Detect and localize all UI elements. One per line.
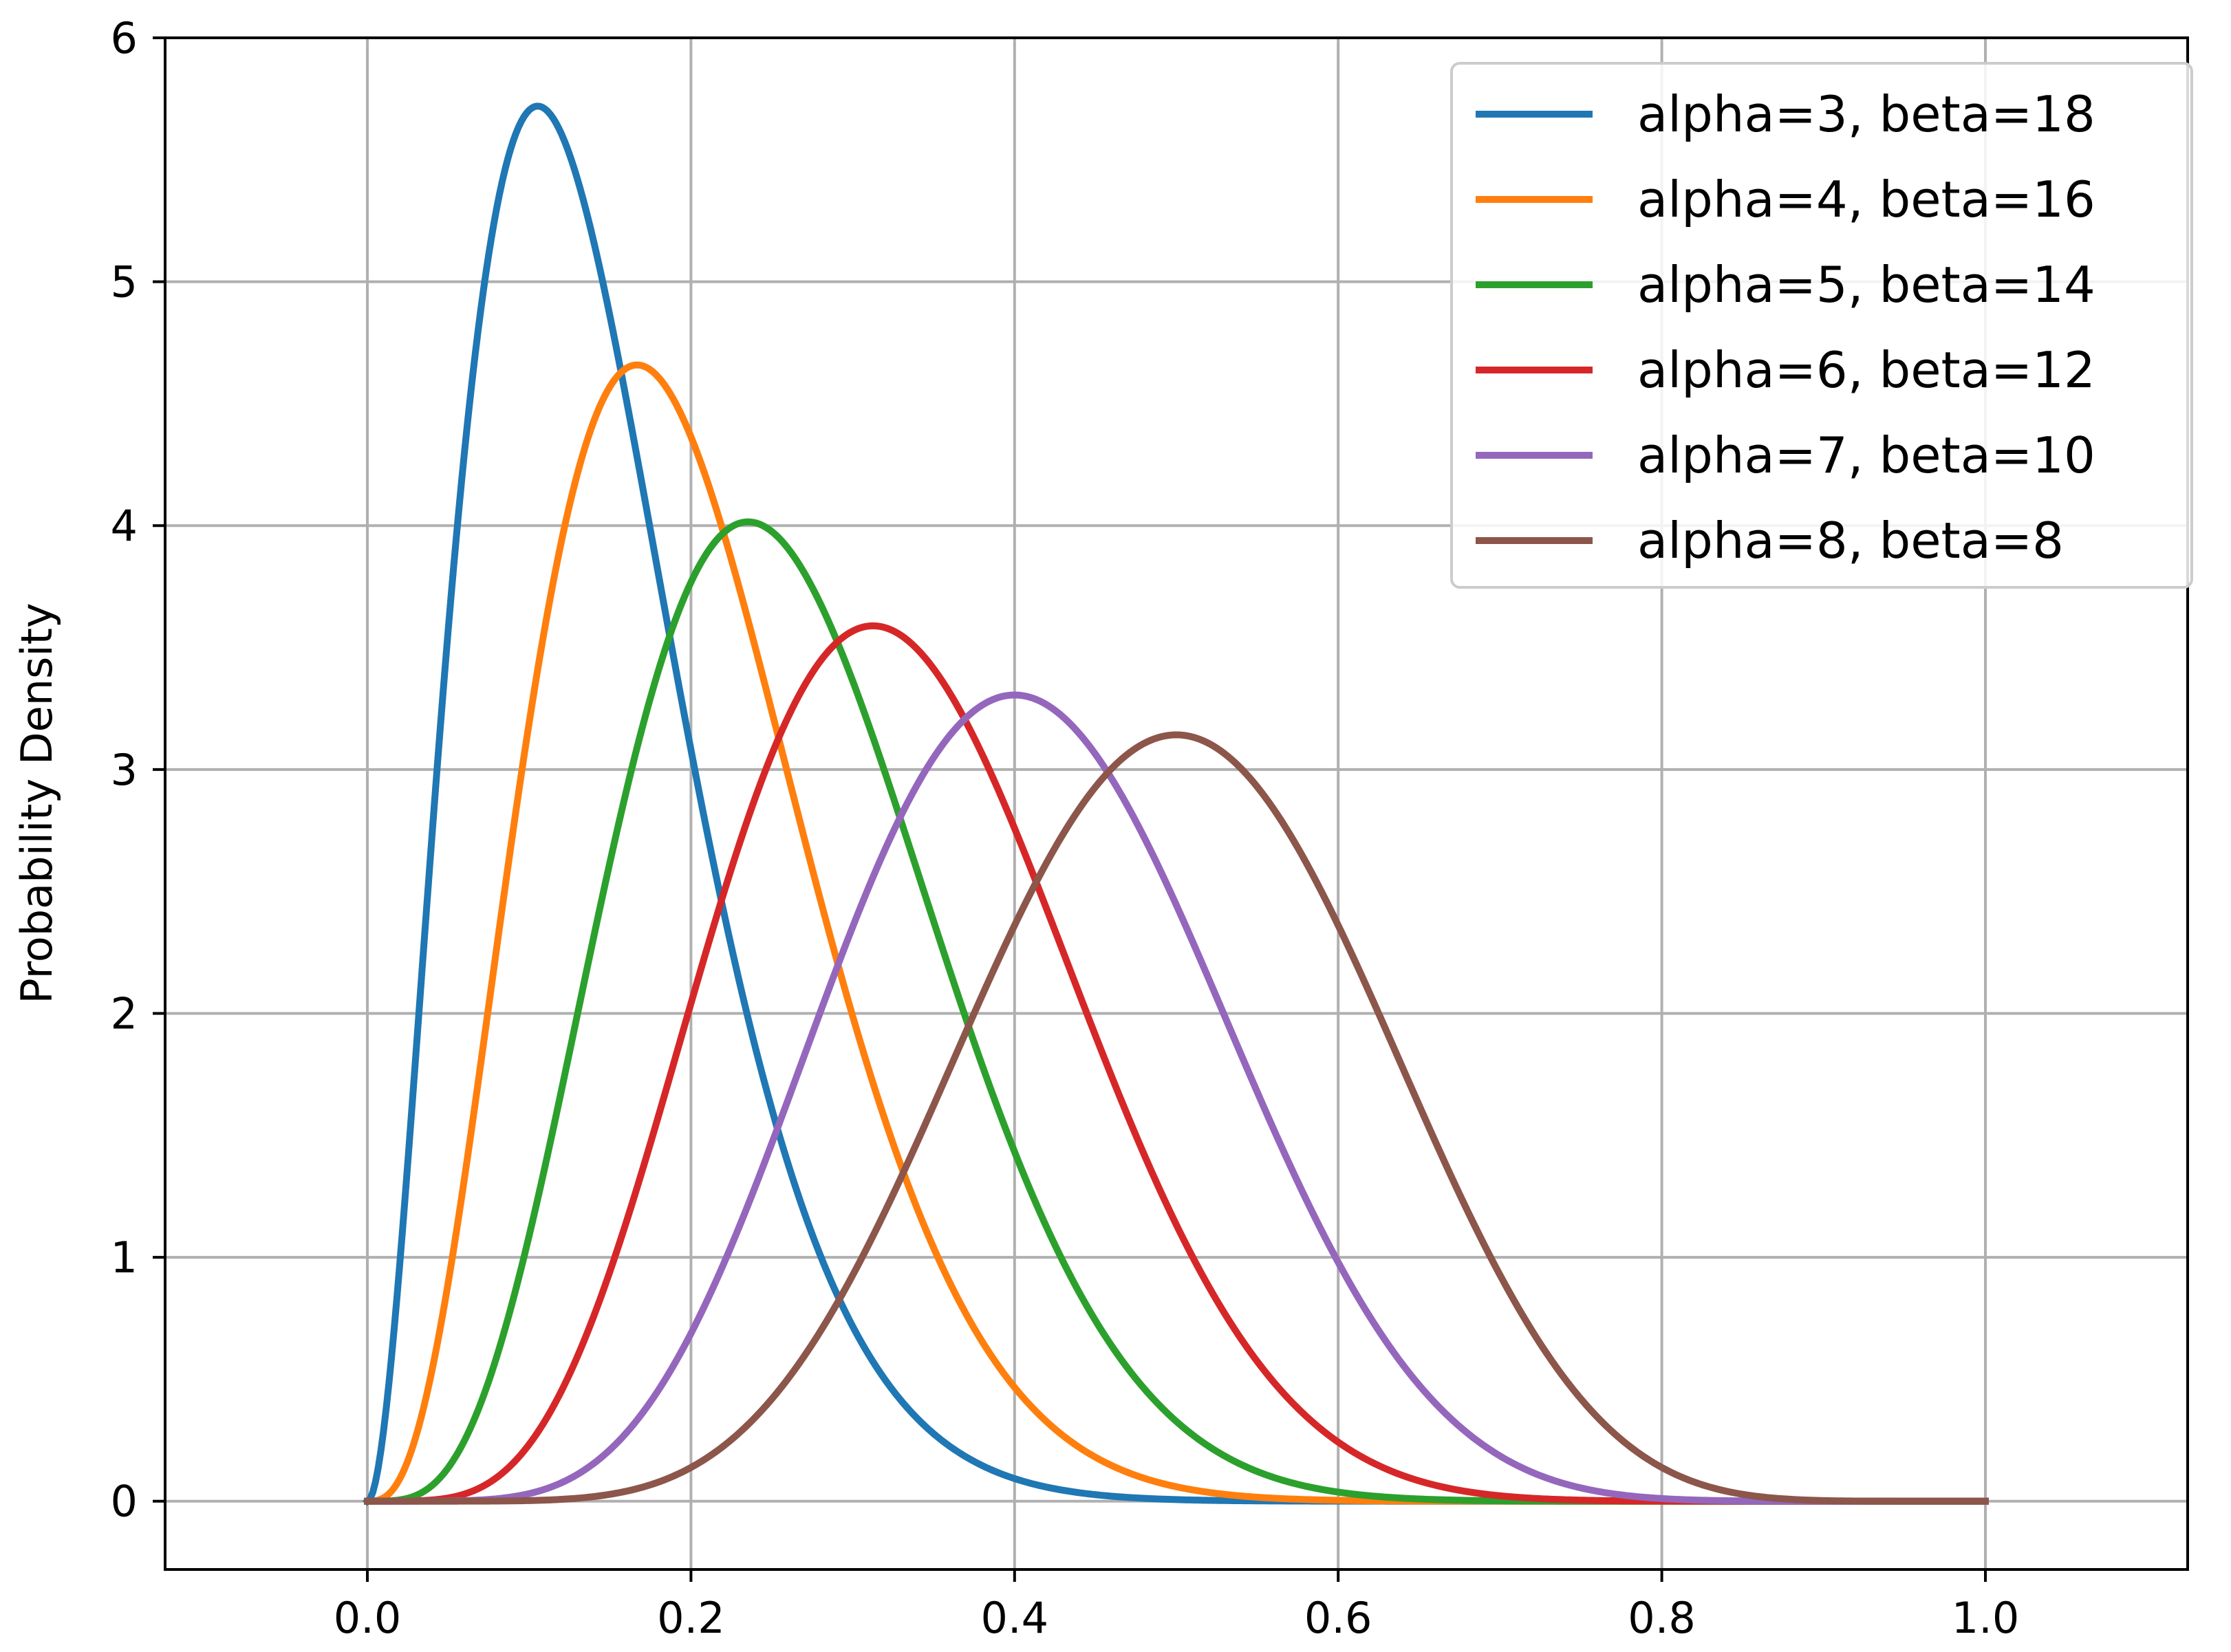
x-tick-label: 1.0 <box>1952 1593 2020 1643</box>
x-tick-label: 0.4 <box>980 1593 1048 1643</box>
legend-label: alpha=7, beta=10 <box>1637 426 2095 484</box>
y-tick-label: 3 <box>111 745 138 795</box>
plot-frame <box>164 36 2189 1571</box>
legend-label: alpha=3, beta=18 <box>1637 85 2095 143</box>
x-tick-label: 0.8 <box>1628 1593 1696 1643</box>
legend: alpha=3, beta=18 alpha=4, beta=16 alpha=5,… <box>1450 62 2193 589</box>
x-tick-label: 0.6 <box>1304 1593 1372 1643</box>
legend-box <box>1450 62 2193 589</box>
series-line-5 <box>364 691 1989 1505</box>
y-tick-label: 6 <box>111 13 138 63</box>
y-tick-label: 1 <box>111 1232 138 1283</box>
series-lines <box>362 102 1989 1506</box>
axis-ticks: 0.0 0.2 0.4 0.6 0.8 1.0 0 1 2 3 4 5 6 <box>111 13 2020 1643</box>
legend-label: alpha=6, beta=12 <box>1637 341 2095 399</box>
legend-label: alpha=8, beta=8 <box>1637 512 2064 569</box>
y-tick-label: 4 <box>111 501 138 551</box>
y-axis-label: Probability Density <box>12 602 62 1003</box>
x-tick-label: 0.2 <box>657 1593 725 1643</box>
legend-label: alpha=5, beta=14 <box>1637 256 2095 314</box>
legend-label: alpha=4, beta=16 <box>1637 171 2095 228</box>
y-tick-label: 2 <box>111 988 138 1039</box>
series-line-6 <box>364 731 1989 1505</box>
x-tick-label: 0.0 <box>334 1593 402 1643</box>
y-tick-label: 0 <box>111 1477 138 1527</box>
y-tick-label: 5 <box>111 257 138 307</box>
